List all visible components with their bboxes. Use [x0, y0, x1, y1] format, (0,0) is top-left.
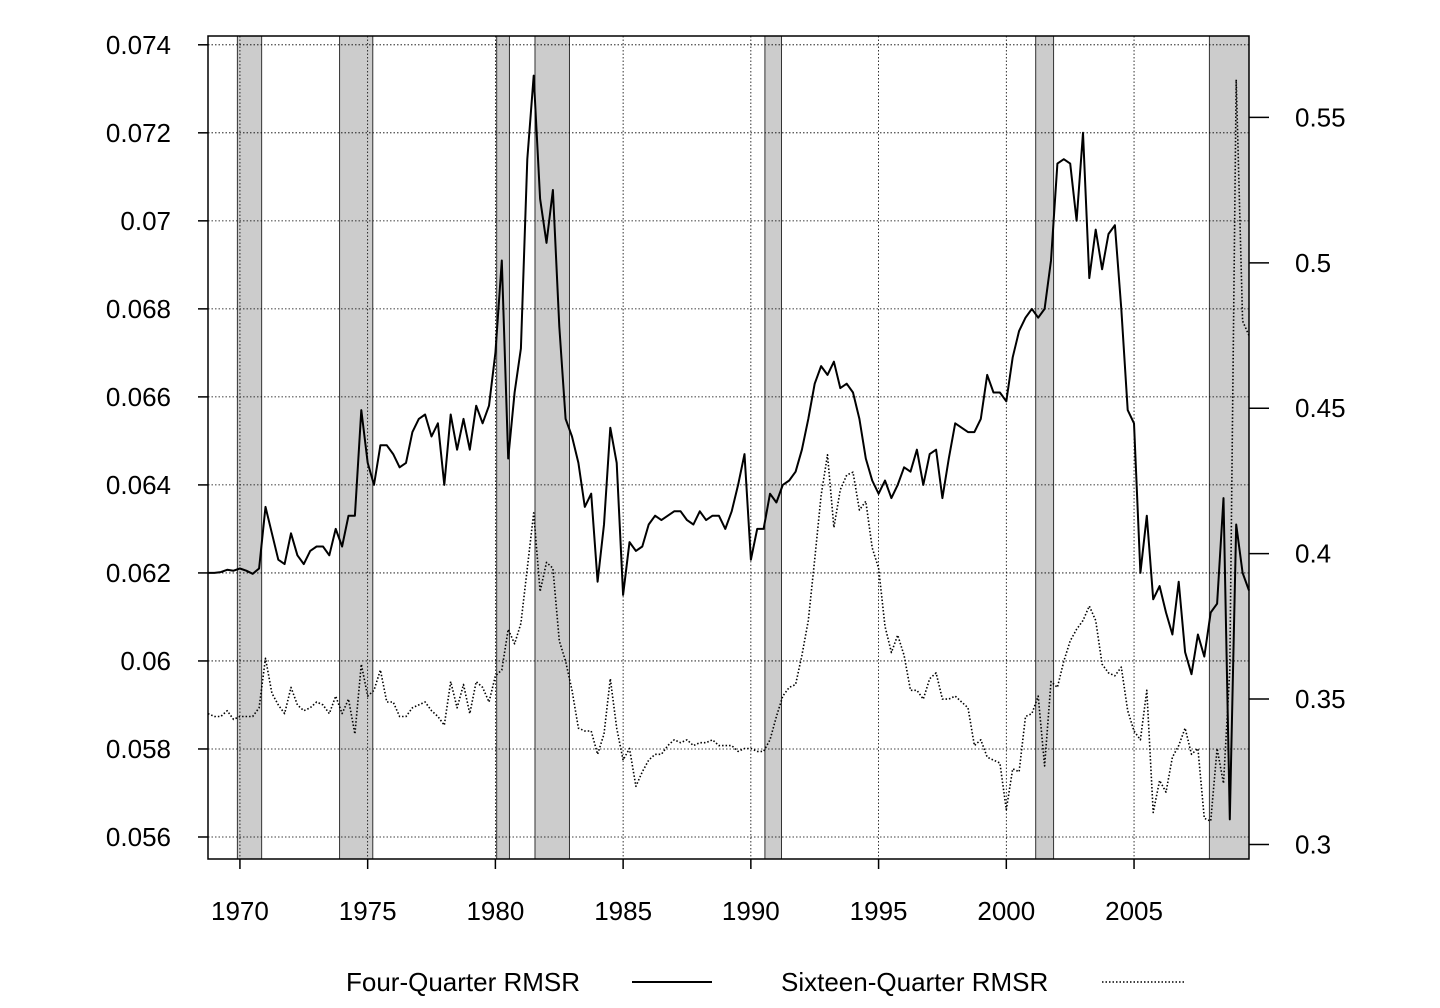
recession-band-3: [534, 35, 570, 860]
y-left-tick-label-1: 0.058: [106, 734, 171, 764]
y-left-tick-label-0: 0.056: [106, 822, 171, 852]
x-tick-label-7: 2005: [1105, 896, 1163, 926]
y-left-tick-label-6: 0.068: [106, 294, 171, 324]
y-left-tick-label-7: 0.07: [120, 206, 171, 236]
y-right-tick-label-3: 0.45: [1295, 393, 1346, 423]
recession-shading-layer: [236, 35, 1250, 860]
x-tick-label-6: 2000: [977, 896, 1035, 926]
recession-band-4: [764, 35, 783, 860]
x-tick-label-1: 1975: [339, 896, 397, 926]
legend: Four-Quarter RMSR Sixteen-Quarter RMSR: [346, 967, 1184, 997]
legend-label-sixteen-quarter: Sixteen-Quarter RMSR: [781, 967, 1048, 997]
y-right-tick-label-1: 0.35: [1295, 684, 1346, 714]
y-left-tick-label-9: 0.074: [106, 30, 171, 60]
legend-label-four-quarter: Four-Quarter RMSR: [346, 967, 580, 997]
grid-layer: [208, 36, 1249, 859]
y-left-tick-label-3: 0.062: [106, 558, 171, 588]
recession-band-0: [236, 35, 263, 860]
y-right-tick-label-0: 0.3: [1295, 829, 1331, 859]
recession-band-6: [1208, 35, 1250, 860]
series-line-sixteen-quarter: [207, 78, 1250, 822]
recession-band-5: [1035, 35, 1055, 860]
axes-layer: 1970 1975 1980 1985 1990 1995 2000 2005 0.056 0.0…: [106, 30, 1346, 926]
y-left-tick-label-4: 0.064: [106, 470, 171, 500]
series-line-four-quarter: [208, 74, 1250, 821]
plot-frame: [207, 35, 1250, 860]
y-left-tick-label-2: 0.06: [120, 646, 171, 676]
x-tick-label-0: 1970: [211, 896, 269, 926]
x-tick-label-3: 1985: [594, 896, 652, 926]
y-left-tick-label-5: 0.066: [106, 382, 171, 412]
series-layer: [207, 74, 1250, 822]
x-tick-label-2: 1980: [466, 896, 524, 926]
y-left-tick-label-8: 0.072: [106, 118, 171, 148]
x-tick-label-4: 1990: [722, 896, 780, 926]
y-right-tick-label-5: 0.55: [1295, 102, 1346, 132]
y-right-tick-label-4: 0.5: [1295, 248, 1331, 278]
y-right-tick-label-2: 0.4: [1295, 539, 1331, 569]
x-tick-label-5: 1995: [850, 896, 908, 926]
